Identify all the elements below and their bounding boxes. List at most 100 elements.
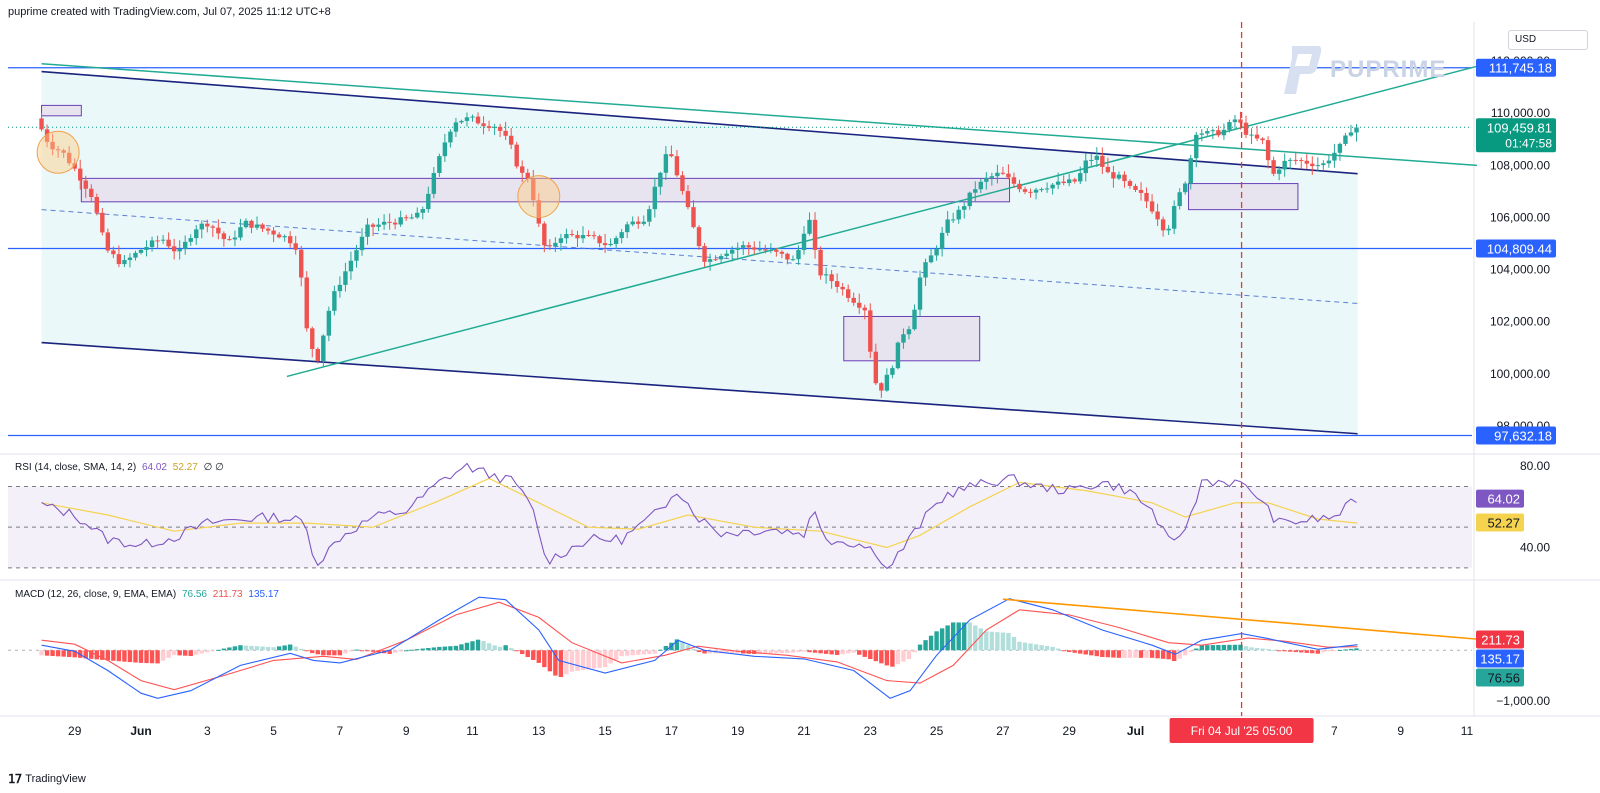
macd-hist-bar <box>160 650 166 661</box>
macd-hist-bar <box>1232 644 1238 651</box>
candle-body <box>315 348 320 362</box>
crosshair-time-label: Fri 04 Jul '25 05:00 <box>1191 724 1293 738</box>
time-tick-label: 11 <box>466 724 479 738</box>
macd-hist-bar <box>763 650 768 654</box>
candle <box>276 232 282 239</box>
candle-body <box>1210 130 1216 132</box>
candle <box>227 235 232 241</box>
brand-watermark: PUPRIME <box>1278 44 1446 96</box>
price-tick-label: 108,000.00 <box>1490 158 1550 172</box>
channel-lower-line <box>41 341 1358 435</box>
candle-body <box>901 334 906 343</box>
macd-hist-bar <box>249 645 254 651</box>
macd-hist-bar <box>1293 650 1298 653</box>
candle <box>840 283 845 296</box>
candle-body <box>1315 165 1321 167</box>
candle-body <box>1000 172 1006 174</box>
candle <box>1254 125 1260 142</box>
candle <box>707 253 713 271</box>
candle-body <box>1138 190 1144 193</box>
macd-hist-bar <box>497 646 503 651</box>
macd-hist-bar <box>834 650 840 655</box>
macd-hist-bar <box>1033 644 1039 651</box>
candle <box>326 306 332 342</box>
candle <box>1216 125 1221 138</box>
candle <box>752 241 757 255</box>
candle <box>249 219 254 234</box>
macd-hist-bar <box>315 650 320 655</box>
macd-hist-bar <box>625 650 630 656</box>
candle <box>448 129 453 148</box>
macd-hist-bar <box>464 642 470 651</box>
macd-hist-bar <box>100 650 105 660</box>
macd-hist-bar <box>928 635 934 651</box>
candle <box>105 228 111 253</box>
macd-hist-bar <box>276 646 282 651</box>
candle-body <box>171 246 177 252</box>
macd-hist-bar <box>962 622 967 651</box>
macd-hist-bar <box>1111 650 1116 658</box>
candle-body <box>442 142 448 157</box>
macd-hist-bar <box>818 650 823 654</box>
candle <box>553 237 558 253</box>
candle <box>962 202 967 219</box>
candle-body <box>1105 166 1111 173</box>
macd-hist-bar <box>542 650 547 668</box>
candle <box>669 145 674 158</box>
macd-hist-bar <box>1243 646 1249 651</box>
candle <box>884 368 890 392</box>
highlight-circle-0 <box>36 130 80 174</box>
macd-hist-bar <box>729 650 735 654</box>
candle-body <box>1022 189 1028 192</box>
time-tick-label: 7 <box>1331 724 1338 738</box>
candle <box>790 255 796 261</box>
candle <box>310 326 315 358</box>
candle-body <box>503 130 508 136</box>
candle <box>774 248 779 257</box>
macd-hist-bar <box>895 650 901 665</box>
level-price-label: 104,809.44 <box>1487 241 1552 256</box>
time-tick-label: 11 <box>1461 724 1474 738</box>
candle-body <box>757 249 762 251</box>
macd-hist-bar <box>1348 648 1354 651</box>
candle-body <box>66 152 72 164</box>
candle-body <box>1155 211 1160 220</box>
candle <box>475 112 481 125</box>
price-tick-label: 106,000.00 <box>1490 210 1550 224</box>
candle-body <box>1006 173 1011 178</box>
candle-body <box>111 250 116 255</box>
candle <box>978 179 983 194</box>
brand-logo-icon <box>1284 46 1322 94</box>
candle <box>232 230 238 247</box>
macd-signal-line <box>41 601 1358 691</box>
level-price-badge <box>1476 426 1556 445</box>
candle-body <box>1310 163 1315 167</box>
candle-body <box>680 175 685 192</box>
currency-selector[interactable]: USD <box>1508 30 1588 50</box>
candle <box>1044 182 1050 193</box>
candle-body <box>188 238 193 242</box>
chart-attribution: puprime created with TradingView.com, Ju… <box>8 6 331 18</box>
candle-body <box>746 245 751 248</box>
signal-value-badge <box>1476 649 1524 668</box>
macd-hist-bar <box>1188 650 1193 652</box>
macd-hist-bar <box>1028 643 1033 651</box>
candle <box>354 244 359 268</box>
candle <box>807 212 812 236</box>
candle <box>1061 175 1066 186</box>
candle-body <box>741 245 746 248</box>
candle <box>895 341 901 370</box>
time-tick-label: 15 <box>598 724 612 738</box>
candle <box>1089 153 1094 167</box>
macd-hist-bar <box>973 625 978 651</box>
macd-hist-bar <box>531 650 536 660</box>
candle <box>851 292 856 306</box>
macd-hist-bar <box>116 650 122 662</box>
macd-hist-bar <box>879 650 884 664</box>
candle-body <box>61 150 66 153</box>
macd-hist-bar <box>1061 650 1066 652</box>
candle-body <box>553 242 558 247</box>
candle-body <box>508 135 514 145</box>
candle-body <box>752 247 757 250</box>
